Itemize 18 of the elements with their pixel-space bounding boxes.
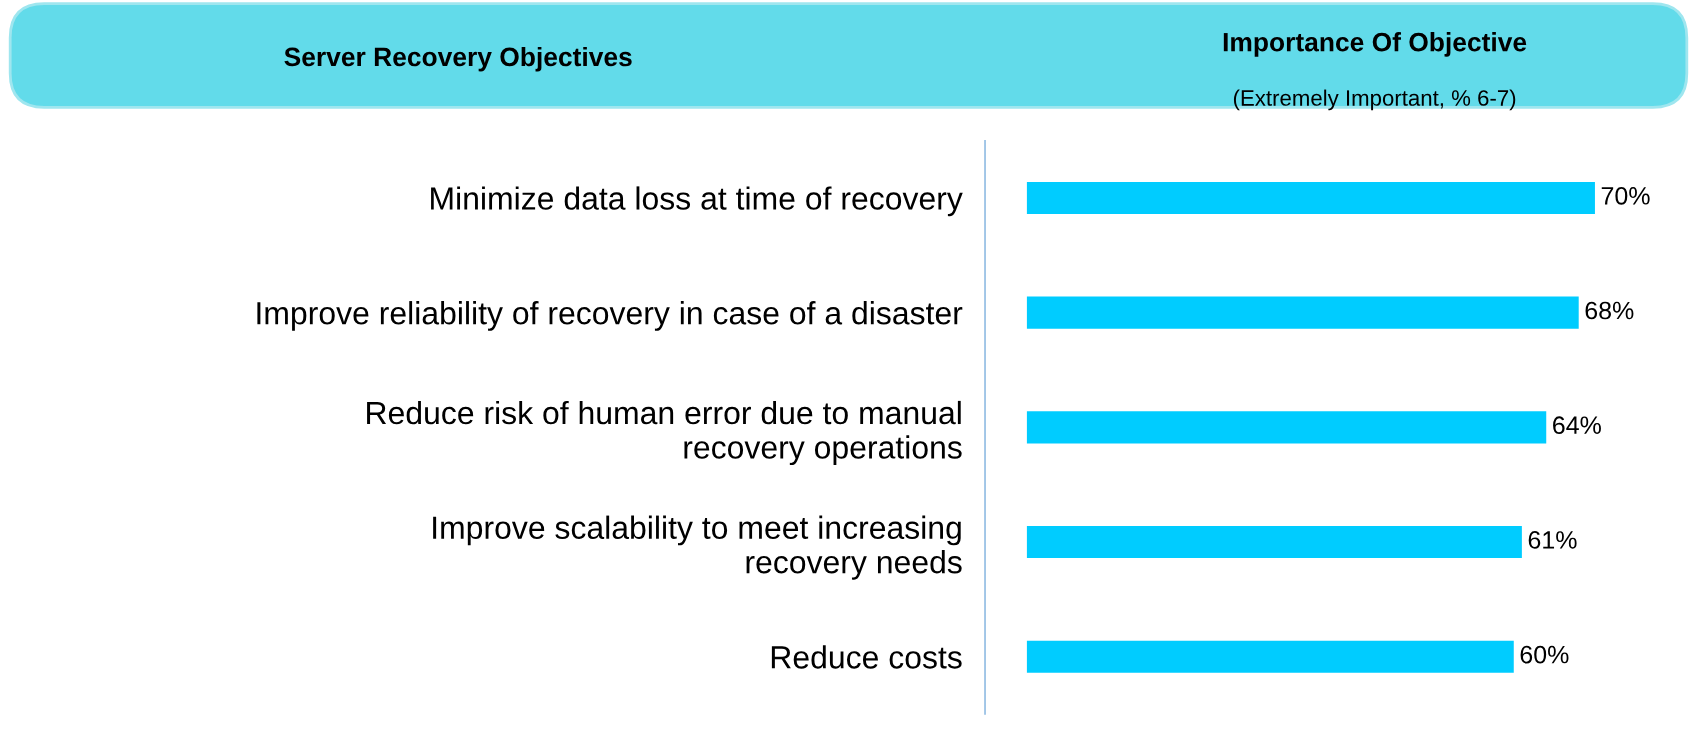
chart-subtitle: (Extremely Important, % 6-7) — [1233, 89, 1516, 111]
text: Server Recovery Objectives — [284, 46, 632, 72]
y-tick-label: Improve scalability to meet increasing recovery needs — [433, 515, 962, 580]
y-tick-label: Minimize data loss at time of recovery — [431, 186, 963, 217]
data-label: 64% — [1553, 416, 1601, 435]
bar — [1026, 181, 1595, 215]
data-label: 60% — [1520, 645, 1569, 664]
bar — [1026, 411, 1547, 444]
y-tick-label: Improve reliability of recovery in case of a disaster — [257, 301, 963, 331]
data-label: 68% — [1585, 301, 1634, 320]
y-tick-label: Reduce risk of human error due to manual recovery operations — [367, 400, 962, 466]
bar — [1026, 640, 1514, 673]
data-label: 61% — [1528, 531, 1577, 549]
bar — [1026, 525, 1522, 559]
chart-title: Importance Of Objective — [1223, 32, 1527, 57]
data-label: 70% — [1601, 186, 1650, 205]
y-tick-label: Reduce costs — [771, 645, 962, 669]
bar — [1026, 296, 1579, 329]
